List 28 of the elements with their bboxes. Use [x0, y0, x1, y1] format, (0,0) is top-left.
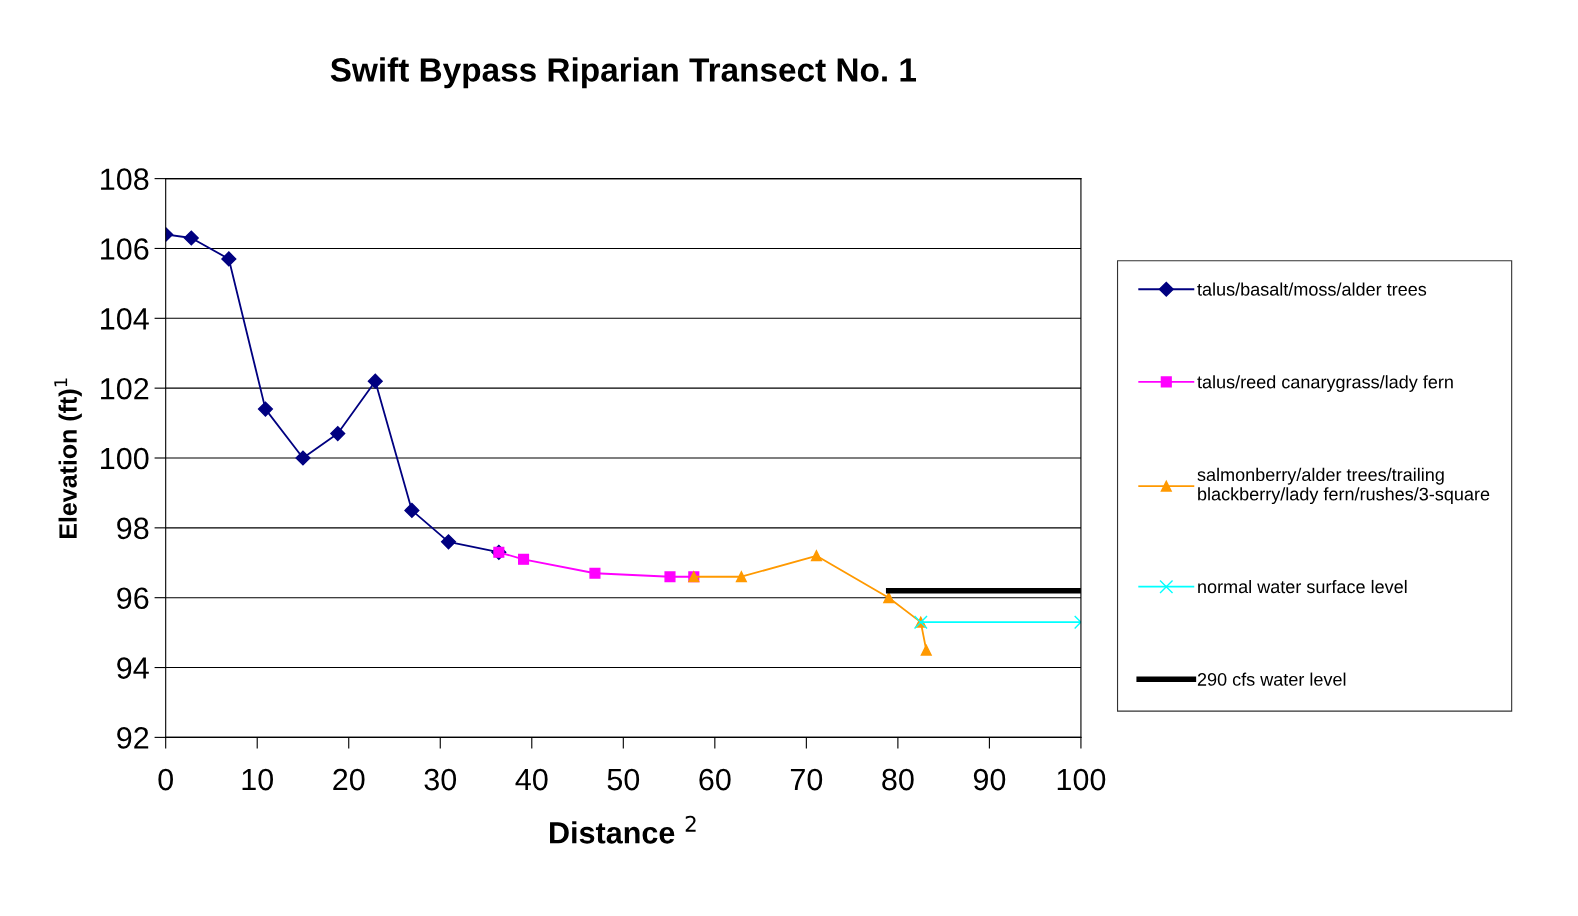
y-axis-title: Elevation (ft)$^{1}$: [54, 378, 82, 539]
x-tick-label: 100: [1057, 768, 1106, 791]
y-tick-label: 108: [101, 168, 149, 190]
y-tick-label: 100: [101, 447, 149, 470]
legend-label: 290 cfs water level: [1197, 672, 1346, 686]
y-tick-label: 94: [117, 657, 149, 679]
chart-title: Swift Bypass Riparian Transect No. 1: [330, 57, 917, 89]
y-tick-label: 104: [101, 308, 149, 330]
x-tick-label: 50: [607, 768, 640, 791]
x-tick-label: 60: [699, 768, 731, 791]
y-tick-label: 102: [101, 377, 149, 400]
x-axis-title: Distance $^{2}$: [550, 815, 696, 844]
legend-label: talus/reed canarygrass/lady fern: [1197, 375, 1453, 392]
legend-label: normal water surface level: [1198, 579, 1407, 594]
x-tick-label: 0: [158, 768, 173, 791]
x-tick-label: 90: [973, 768, 1006, 791]
x-tick-label: 40: [515, 768, 548, 791]
y-tick-label: 92: [117, 727, 149, 749]
y-tick-label: 98: [117, 517, 149, 540]
x-tick-label: 10: [242, 768, 274, 791]
legend-label: talus/basalt/moss/alder trees: [1197, 282, 1427, 296]
x-tick-label: 80: [882, 768, 914, 791]
legend-label: salmonberry/alder trees/trailing blackberry/lady fern/rushes/3-square: [1197, 467, 1490, 505]
y-tick-label: 106: [101, 238, 149, 260]
x-tick-label: 20: [333, 768, 365, 791]
x-tick-label: 30: [424, 768, 457, 791]
y-tick-label: 96: [117, 587, 149, 610]
x-tick-label: 70: [790, 768, 823, 791]
